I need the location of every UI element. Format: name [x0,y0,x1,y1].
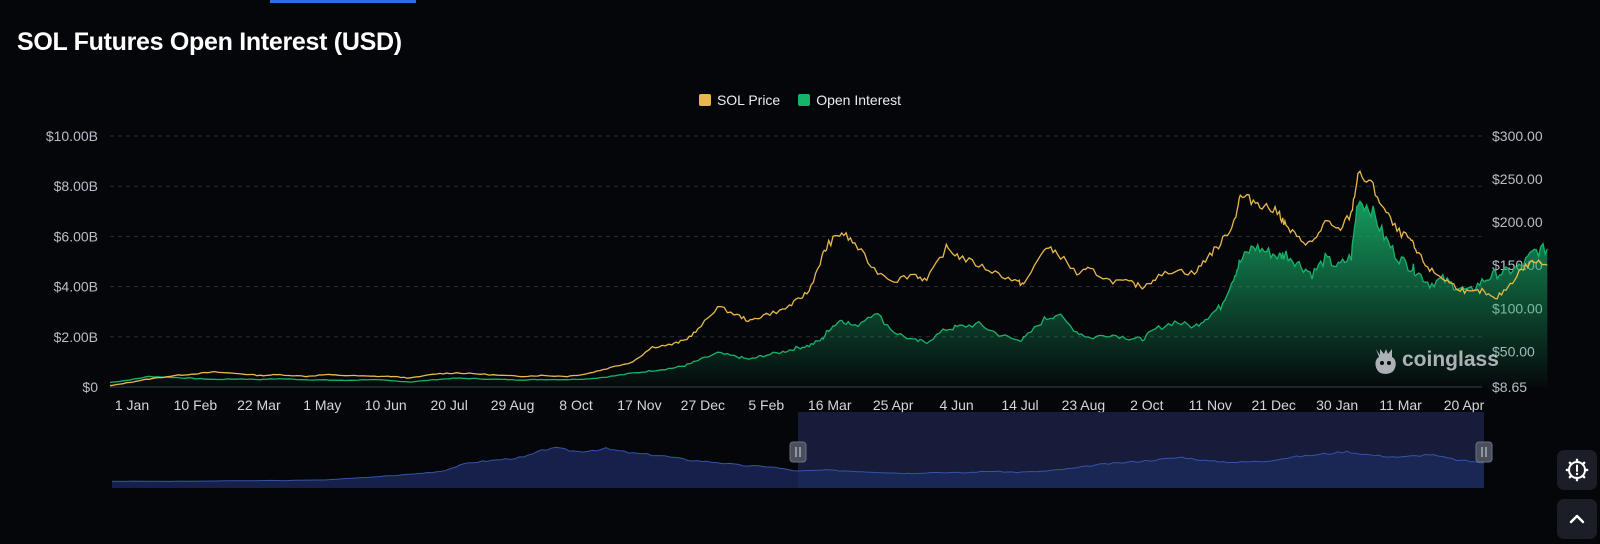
x-axis-tick-label: 22 Mar [237,397,281,413]
chevron-up-icon [1569,514,1585,524]
left-axis-tick-label: $10.00B [46,128,98,144]
x-axis-tick-label: 4 Jun [939,397,973,413]
sol-price-line [109,170,1548,387]
x-axis-tick-label: 1 Jan [115,397,149,413]
legend-label-sol-price: SOL Price [716,92,781,108]
left-axis-tick-label: $8.00B [54,178,98,194]
x-axis-tick-label: 8 Oct [559,397,593,413]
gear-alert-icon [1565,458,1589,482]
x-axis-tick-label: 11 Mar [1379,397,1422,413]
coinglass-logo-icon [1372,345,1396,375]
legend-item-sol-price[interactable]: SOL Price [698,92,781,108]
right-axis-tick-label: $300.00 [1492,128,1543,144]
left-axis-tick-label: $0 [82,379,98,395]
x-axis-tick-label: 1 May [303,397,341,413]
x-axis-tick-label: 29 Aug [491,397,535,413]
x-axis-tick-label: 5 Feb [748,397,784,413]
navigator-right-handle[interactable] [1475,441,1493,463]
x-axis-tick-label: 25 Apr [873,397,914,413]
active-tab-indicator [270,0,416,3]
x-axis-tick-label: 10 Feb [174,397,218,413]
open-interest-area [110,201,1548,387]
x-axis-tick-label: 27 Dec [681,397,725,413]
x-axis-tick-label: 2 Oct [1130,397,1164,413]
legend-item-open-interest[interactable]: Open Interest [798,92,901,108]
x-axis-tick-label: 10 Jun [365,397,407,413]
x-axis-tick-label: 11 Nov [1189,397,1232,413]
navigator-line [111,446,1485,482]
settings-button[interactable] [1557,450,1597,490]
navigator-left-handle[interactable] [789,441,807,463]
coinglass-watermark: coinglass [1372,345,1499,375]
right-axis-tick-label: $200.00 [1492,214,1543,230]
x-axis-tick-label: 30 Jan [1316,397,1358,413]
open-interest-line [109,200,1548,384]
legend-swatch-sol-price [698,94,711,106]
right-axis-tick-label: $250.00 [1492,171,1543,187]
x-axis-tick-label: 23 Aug [1062,397,1106,413]
x-axis-tick-label: 20 Apr [1444,397,1485,413]
watermark-text: coinglass [1402,348,1499,371]
x-axis-tick-label: 20 Jul [430,397,467,413]
left-axis-tick-label: $4.00B [54,279,98,295]
x-axis-tick-label: 21 Dec [1252,397,1296,413]
x-axis-tick-label: 17 Nov [617,397,661,413]
left-axis-tick-label: $2.00B [54,329,98,345]
x-axis-tick-label: 14 Jul [1001,397,1038,413]
navigator-area [112,447,1484,488]
scroll-top-button[interactable] [1557,499,1597,539]
left-axis-tick-label: $6.00B [54,228,98,244]
legend-swatch-open-interest [798,94,811,106]
x-axis-tick-label: 16 Mar [808,397,852,413]
page-title: SOL Futures Open Interest (USD) [17,28,402,56]
chart-legend: SOL Price Open Interest [0,92,1600,108]
legend-label-open-interest: Open Interest [816,92,902,108]
